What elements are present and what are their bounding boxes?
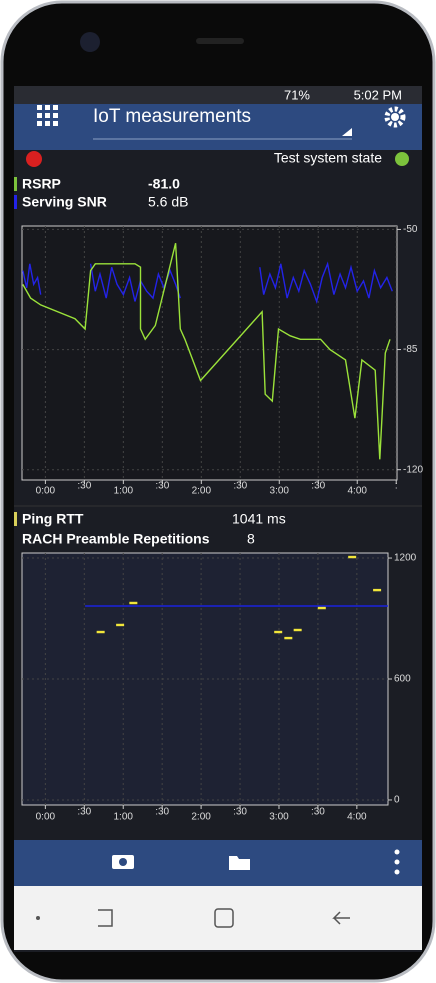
x-tick-label: :30 <box>311 807 325 818</box>
x-tick-label: :30 <box>233 807 247 818</box>
x-tick-label: 4:00 <box>348 486 368 497</box>
x-tick-label: :30 <box>155 481 169 492</box>
ping-mark <box>284 637 292 639</box>
y-tick-label: -120 <box>403 464 423 475</box>
metric-value: -81.0 <box>148 176 180 192</box>
x-tick-label: 1:00 <box>114 486 134 497</box>
x-tick-label: :30 <box>77 807 91 818</box>
rsrp-swatch <box>14 177 17 191</box>
x-tick-label: :30 <box>155 807 169 818</box>
menu-grid[interactable] <box>37 105 58 126</box>
x-tick-label: 2:00 <box>192 486 212 497</box>
x-tick-label: 4:00 <box>347 812 367 823</box>
metric-value: 8 <box>247 531 255 547</box>
y-tick-label: -85 <box>403 344 418 355</box>
bottom-toolbar <box>14 840 422 886</box>
y-tick-label: 1200 <box>394 553 417 564</box>
state-indicator <box>395 152 409 166</box>
app-title[interactable]: IoT measurements <box>93 106 251 127</box>
metric-value: 5.6 dB <box>148 194 188 210</box>
x-tick-label: :30 <box>77 481 91 492</box>
settings-hub <box>391 113 399 121</box>
ping-mark <box>348 556 356 558</box>
battery: 71% <box>284 87 310 102</box>
state-label: Test system state <box>274 150 382 166</box>
speaker <box>196 38 244 44</box>
record-indicator[interactable] <box>26 151 42 167</box>
overflow-menu[interactable] <box>395 850 400 875</box>
ping-swatch <box>14 512 17 526</box>
clock: 5:02 PM <box>354 87 402 102</box>
metric-label: Serving SNR <box>22 194 107 210</box>
phone-screen: 71% 5:02 PM IoT measurements Test system… <box>0 0 436 983</box>
x-tick-label: :30 <box>233 481 247 492</box>
ping-mark <box>274 631 282 633</box>
x-tick-label: 0:00 <box>36 812 56 823</box>
camera <box>80 32 100 52</box>
metric-label: Ping RTT <box>22 511 84 527</box>
nav-dot <box>36 916 40 920</box>
x-tick-label: 1:00 <box>113 812 133 823</box>
camera-lens <box>119 858 127 866</box>
x-tick-label: 3:00 <box>270 486 290 497</box>
ping-mark <box>129 602 137 604</box>
x-tick-label: 0:00 <box>36 486 56 497</box>
metric-label: RSRP <box>22 176 61 192</box>
ping-mark <box>318 607 326 609</box>
ping-mark <box>373 589 381 591</box>
y-tick-label: 0 <box>394 795 400 806</box>
ping-mark <box>97 631 105 633</box>
x-tick-label: : <box>395 481 398 492</box>
x-tick-label: 3:00 <box>269 812 289 823</box>
ping-mark <box>116 624 124 626</box>
nav-bar <box>14 886 422 950</box>
x-tick-label: 2:00 <box>191 812 211 823</box>
metric-value: 1041 ms <box>232 511 286 527</box>
x-tick-label: :30 <box>311 481 325 492</box>
y-tick-label: -50 <box>403 224 418 235</box>
metric-label: RACH Preamble Repetitions <box>22 531 210 547</box>
ping-mark <box>294 629 302 631</box>
plot-area <box>22 226 397 480</box>
snr-swatch <box>14 195 17 209</box>
y-tick-label: 600 <box>394 674 411 685</box>
